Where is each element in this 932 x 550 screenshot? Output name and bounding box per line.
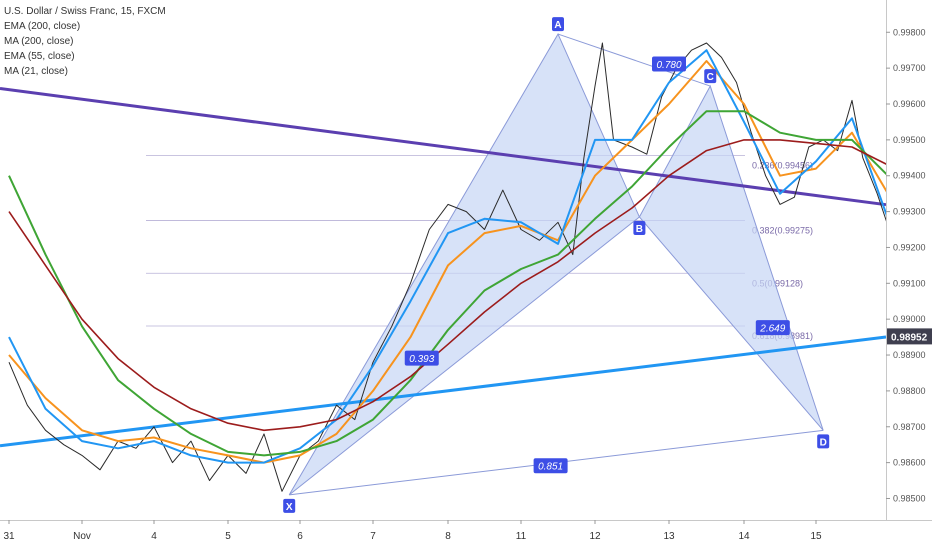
x-tick-label: 8: [445, 531, 451, 542]
harmonic-bcd-triangle: [638, 84, 824, 431]
y-tick-label: 0.99500: [893, 135, 926, 145]
point-label-box-D: [817, 434, 830, 449]
y-tick-label: 0.99600: [893, 99, 926, 109]
y-axis-panel: [886, 0, 932, 550]
indicator-ma-21: MA (21, close): [4, 66, 68, 77]
ratio-label: 2.649: [759, 324, 785, 335]
y-tick-label: 0.99700: [893, 63, 926, 73]
harmonic-ratio-line: [557, 33, 711, 87]
y-tick-label: 0.99400: [893, 171, 926, 181]
indicator-ema-200: EMA (200, close): [4, 21, 81, 32]
ratio-label-box: [652, 56, 686, 72]
point-label-box-A: [552, 17, 564, 32]
y-tick-label: 0.99300: [893, 207, 926, 217]
fib-level-label: 0.5(0.99128): [752, 278, 803, 288]
trendline-blue-support: [0, 335, 887, 448]
indicator-ema-55: EMA (55, close): [4, 51, 75, 62]
y-tick-label: 0.98700: [893, 422, 926, 432]
x-tick-label: 7: [370, 531, 376, 542]
y-tick-label: 0.98600: [893, 458, 926, 468]
x-tick-label: 11: [516, 531, 527, 542]
ratio-label-box: [533, 458, 568, 474]
current-price-badge: [887, 328, 932, 345]
harmonic-xab-triangle: [288, 32, 641, 496]
x-tick-label: 31: [3, 531, 15, 542]
x-tick-label: 4: [151, 531, 157, 542]
x-tick-label: 15: [810, 531, 822, 542]
y-tick-label: 0.99800: [893, 27, 926, 37]
ratio-label-box: [755, 320, 790, 336]
x-tick-label: 14: [738, 531, 750, 542]
y-tick-label: 0.99000: [893, 314, 926, 324]
point-label-box-X: [283, 498, 296, 513]
y-tick-label: 0.99200: [893, 242, 926, 252]
point-label-B: B: [636, 224, 643, 235]
indicator-ma-200: MA (200, close): [4, 36, 74, 47]
chart-title: U.S. Dollar / Swiss Franc, 15, FXCM: [4, 6, 166, 17]
x-axis-panel: [0, 520, 932, 550]
y-tick-label: 0.98800: [893, 386, 926, 396]
ratio-label: 0.780: [656, 60, 681, 71]
point-label-box-C: [704, 69, 717, 84]
y-tick-label: 0.99100: [893, 278, 926, 288]
ratio-label: 0.851: [538, 462, 563, 473]
legend: U.S. Dollar / Swiss Franc, 15, FXCM EMA …: [4, 4, 166, 79]
point-label-D: D: [820, 437, 827, 448]
point-label-C: C: [707, 72, 714, 83]
x-tick-label: 6: [297, 531, 303, 542]
ratio-label: 0.393: [409, 354, 434, 365]
x-tick-label: 13: [663, 531, 675, 542]
x-tick-label: 12: [589, 531, 601, 542]
ratio-label-box: [404, 350, 439, 366]
point-label-box-B: [633, 220, 646, 235]
point-label-X: X: [286, 502, 293, 513]
y-tick-label: 0.98900: [893, 350, 926, 360]
point-label-A: A: [554, 20, 561, 31]
current-price-label: 0.98952: [891, 332, 928, 343]
x-tick-label: Nov: [73, 531, 91, 542]
fib-level-label: 0.236(0.99456): [752, 161, 813, 171]
x-tick-label: 5: [225, 531, 231, 542]
y-tick-label: 0.98500: [893, 493, 926, 503]
trendline-purple-resistance: [0, 86, 887, 207]
fib-level-label: 0.382(0.99275): [752, 226, 813, 236]
